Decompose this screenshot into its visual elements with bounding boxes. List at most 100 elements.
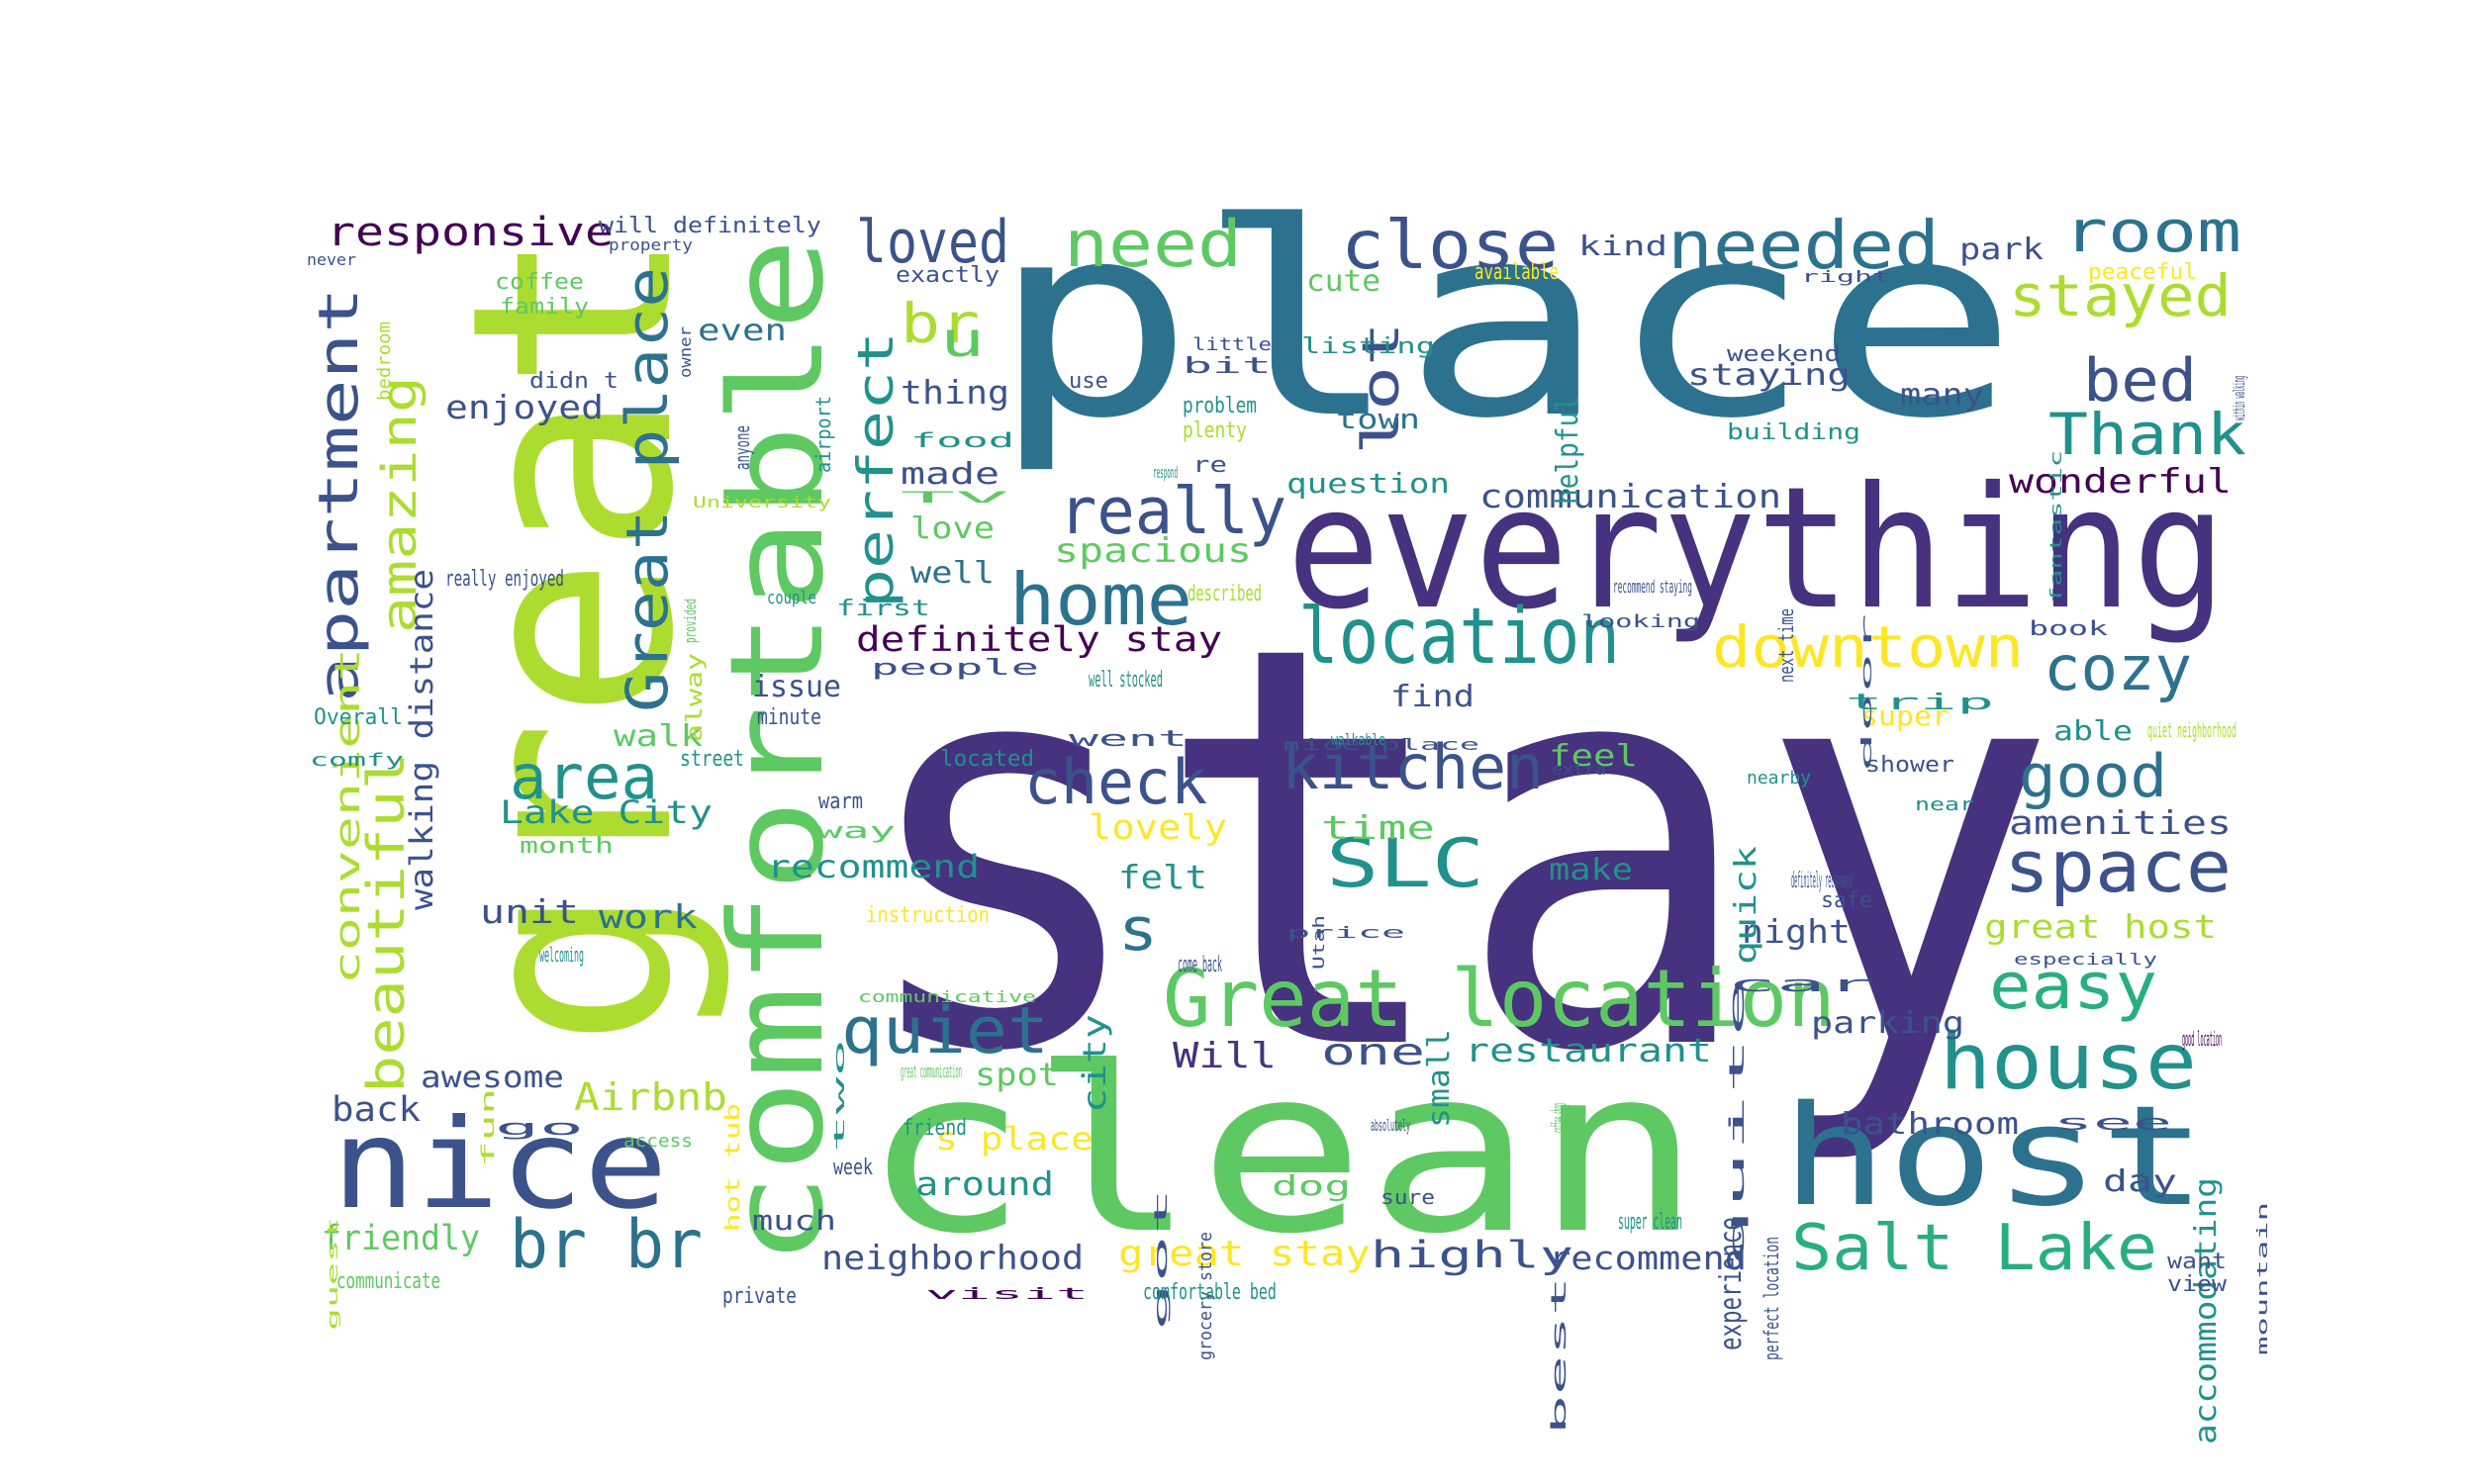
word-really-16: really — [1059, 475, 1287, 549]
word-needed-17: needed — [1667, 207, 1940, 284]
word-night-70: night — [1742, 912, 1851, 951]
word-loved-26: loved — [856, 208, 1009, 277]
word-br-39: br — [901, 292, 981, 355]
word-people-131: people — [871, 656, 1040, 681]
word-apartment-23: apartment — [307, 287, 370, 702]
word-recommend-102: recommend — [1549, 1239, 1747, 1277]
word-located-135: located — [940, 747, 1035, 772]
word-family-106: family — [500, 295, 589, 320]
word-staying-81: staying — [1687, 358, 1852, 393]
word-lake-city-57: Lake City — [500, 793, 714, 831]
word-u-40: u — [940, 313, 986, 368]
word-thing-83: thing — [901, 373, 1009, 412]
word-got-184: got — [1151, 1187, 1172, 1331]
word-need-25: need — [1064, 208, 1243, 282]
word-find-91: find — [1390, 680, 1475, 714]
word-check-22: check — [1024, 746, 1207, 818]
word-tv-123: TV — [901, 488, 1010, 507]
word-salt-lake-12: Salt Lake — [1791, 1212, 2158, 1285]
word-re-122: re — [1192, 453, 1228, 478]
word-right-145: right — [1801, 267, 1890, 286]
word-month-139: month — [520, 834, 614, 859]
word-comfy-141: comfy — [310, 750, 404, 771]
word-communication-47: communication — [1479, 477, 1782, 515]
word-slc-19: SLC — [1326, 825, 1485, 903]
word-see-169: see — [2053, 1111, 2173, 1136]
word-minute-133: minute — [757, 705, 822, 730]
word-time-73: time — [1321, 808, 1436, 847]
word-nice-place-157: nice place — [1282, 735, 1479, 754]
word-good-location-168: good location — [2182, 1027, 2223, 1051]
word-problem-118: problem — [1183, 394, 1258, 418]
word-exactly-107: exactly — [896, 263, 999, 288]
word-mountain-170: mountain — [2255, 1202, 2271, 1355]
word-one-60: one — [1321, 1031, 1425, 1073]
word-use-115: use — [1069, 369, 1108, 394]
word-restaurant-55: restaurant — [1465, 1031, 1712, 1069]
word-will-61: Will — [1173, 1036, 1277, 1076]
word-described-130: described — [1188, 582, 1262, 606]
word-available-144: available — [1475, 260, 1560, 285]
word-go-190: go — [495, 1116, 584, 1141]
word-everything-4: everything — [1286, 451, 2227, 647]
word-well-stocked-132: well stocked — [1089, 668, 1164, 693]
word-dog-101: dog — [1272, 1169, 1352, 1202]
word-great-location-9: Great location — [1163, 953, 1836, 1045]
word-town-93: town — [1336, 403, 1420, 435]
word-bed-29: bed — [2083, 346, 2197, 416]
word-love-86: love — [910, 511, 995, 546]
word-spacious-48: spacious — [1054, 531, 1252, 571]
word-come-back-178: come back — [1178, 953, 1222, 977]
word-walking-distance-43: walking distance — [403, 569, 440, 910]
word-perfect-location-171: perfect location — [1760, 1236, 1783, 1360]
word-view-174: view — [2167, 1272, 2227, 1297]
word-clean-3: clean — [861, 1020, 1703, 1284]
word-price-176: price — [1286, 923, 1405, 942]
word-thank-28: Thank — [2048, 401, 2246, 468]
word-warm-137: warm — [818, 789, 863, 814]
word-unit-62: unit — [480, 892, 579, 931]
word-s-41: s — [1118, 895, 1158, 965]
word-respond-121: respond — [1153, 463, 1179, 482]
word-host-6: host — [1781, 1076, 2207, 1238]
word-amenities-58: amenities — [2009, 803, 2232, 842]
word-nearby-160: nearby — [1747, 768, 1812, 788]
word-feel-75: feel — [1549, 739, 1639, 774]
word-coffee-shop-189: coffee shop — [1547, 1103, 1570, 1133]
word-awesome-65: awesome — [421, 1061, 565, 1095]
word-responsive-42: responsive — [327, 210, 614, 255]
word-peaceful-146: peaceful — [2088, 260, 2197, 285]
word-place-1: place — [990, 165, 2020, 477]
word-fantastic-149: fantastic — [2046, 449, 2065, 603]
word-lovely-56: lovely — [1089, 808, 1227, 848]
word-especially-167: especially — [2014, 950, 2157, 969]
word-couple-128: couple — [767, 588, 817, 608]
word-location-8: location — [1298, 593, 1620, 682]
word-fun-194: fun — [478, 1088, 499, 1167]
word-little-117: little — [1192, 334, 1272, 355]
word-back-64: back — [332, 1090, 422, 1130]
word-alway-127: alway — [683, 652, 708, 742]
word-car-166: car — [1727, 973, 1876, 997]
word-food-120: food — [910, 428, 1015, 452]
word-didn-t-109: didn t — [529, 369, 618, 394]
word-downtown-32: downtown — [1712, 613, 2025, 681]
word-super-clean-172: super clean — [1618, 1210, 1682, 1235]
word-anyone-114: anyone — [730, 424, 754, 470]
word-made-85: made — [901, 457, 999, 492]
word-quiet-20: quiet — [841, 994, 1049, 1068]
word-br-br-13: br br — [510, 1206, 704, 1284]
word-friendly-59: friendly — [322, 1219, 480, 1258]
word-helpful-80: helpful — [1551, 395, 1585, 505]
word-property-110: property — [609, 235, 693, 254]
word-looking-153: looking — [1581, 611, 1701, 632]
word-felt-76: felt — [1118, 858, 1207, 896]
word-neighborhood-53: neighborhood — [821, 1239, 1085, 1278]
word-listing-143: listing — [1301, 334, 1435, 359]
word-even-88: even — [698, 314, 788, 348]
word-safe-165: safe — [1821, 888, 1872, 913]
word-access-191: access — [623, 1131, 693, 1152]
word-wonderful-46: wonderful — [2009, 462, 2232, 502]
word-kitchen-11: kitchen — [1282, 731, 1544, 803]
